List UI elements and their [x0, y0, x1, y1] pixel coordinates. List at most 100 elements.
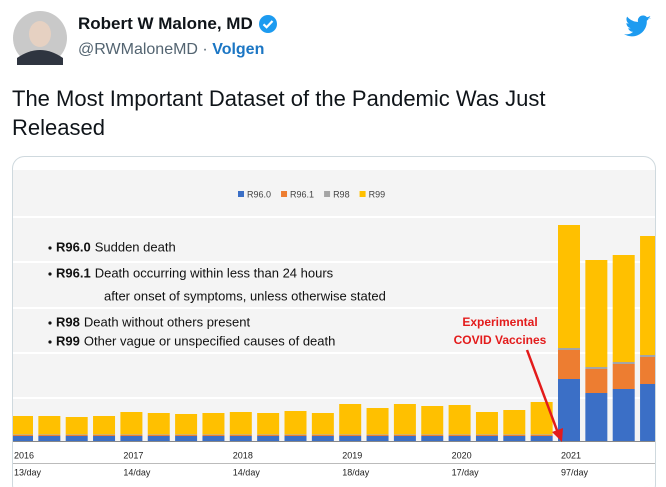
- bar-segment: [311, 413, 334, 435]
- bar-segment: [175, 436, 198, 441]
- rate-label: 18/day: [342, 467, 370, 477]
- definition-code: R96.1: [56, 265, 91, 280]
- bar-segment: [257, 436, 280, 441]
- rate-label: 14/day: [123, 467, 151, 477]
- bar-segment: [229, 412, 252, 435]
- bar-segment: [65, 417, 88, 435]
- bar-segment: [147, 436, 170, 441]
- bar-segment: [311, 436, 334, 441]
- bar-segment: [65, 436, 88, 441]
- bar-segment: [421, 436, 444, 441]
- bar-segment: [448, 435, 471, 436]
- bar-segment: [558, 350, 580, 379]
- handle[interactable]: @RWMaloneMD: [78, 41, 198, 58]
- bar-segment: [93, 436, 116, 441]
- definition-code: R99: [56, 333, 80, 348]
- bar-segment: [366, 408, 389, 435]
- bar-segment: [284, 434, 307, 435]
- bar-segment: [284, 411, 307, 435]
- definition-code: R98: [56, 314, 80, 329]
- definition-text: after onset of symptoms, unless otherwis…: [104, 288, 386, 303]
- bar-segment: [12, 435, 33, 436]
- bar-segment: [558, 225, 580, 348]
- bar-segment: [147, 435, 170, 436]
- bar-segment: [558, 348, 580, 350]
- bar-segment: [120, 434, 143, 435]
- twitter-logo[interactable]: [624, 15, 651, 37]
- bullet: [48, 340, 52, 344]
- definition-text: Death occurring within less than 24 hour…: [95, 265, 334, 280]
- annotation: COVID Vaccines: [454, 333, 547, 347]
- bar-segment: [12, 434, 33, 435]
- bar-segment: [393, 404, 416, 435]
- bar-segment: [120, 435, 143, 436]
- bar-segment: [393, 436, 416, 441]
- bar-segment: [229, 436, 252, 441]
- bar-segment: [65, 434, 88, 435]
- legend-label: R96.1: [290, 189, 314, 199]
- bar-segment: [311, 434, 334, 435]
- legend-swatch: [359, 191, 366, 197]
- bar-segment: [175, 435, 198, 436]
- bar-segment: [421, 435, 444, 436]
- bar-segment: [202, 436, 225, 441]
- bar-segment: [229, 435, 252, 436]
- x-tick-label: 2021: [561, 450, 581, 460]
- bar-segment: [503, 436, 526, 441]
- legend-label: R98: [333, 189, 350, 199]
- bar-segment: [120, 412, 143, 435]
- bar-segment: [640, 384, 655, 441]
- rate-label: 14/day: [233, 467, 261, 477]
- bar-segment: [475, 436, 498, 441]
- avatar-body: [17, 50, 63, 65]
- bar-segment: [366, 436, 389, 441]
- bar-segment: [38, 435, 61, 436]
- bar-segment: [475, 434, 498, 435]
- rate-label: 97/day: [561, 467, 589, 477]
- annotation-arrowhead: [552, 428, 563, 442]
- bar-segment: [448, 405, 471, 435]
- bar-segment: [202, 435, 225, 436]
- bar-segment: [612, 362, 635, 364]
- follow-button[interactable]: Volgen: [212, 41, 265, 58]
- separator: ·: [202, 41, 208, 58]
- bar-segment: [93, 435, 116, 436]
- definition-text: Death without others present: [84, 314, 251, 329]
- bar-segment: [202, 413, 225, 435]
- bar-segment: [229, 434, 252, 435]
- bar-segment: [612, 255, 635, 362]
- media-border: [12, 156, 656, 487]
- bar-segment: [612, 364, 635, 389]
- legend-swatch: [281, 191, 288, 197]
- bar-segment: [147, 413, 170, 435]
- bar-segment: [421, 434, 444, 435]
- bar-segment: [530, 435, 553, 436]
- bar-segment: [475, 435, 498, 436]
- bar-segment: [393, 435, 416, 436]
- bar-segment: [257, 413, 280, 435]
- avatar-face: [29, 21, 51, 47]
- bar-segment: [585, 369, 608, 393]
- x-tick-label: 2018: [233, 450, 253, 460]
- bar-segment: [339, 435, 362, 436]
- legend-swatch: [238, 191, 244, 197]
- bar-segment: [257, 435, 280, 436]
- author-name[interactable]: Robert W Malone, MD: [78, 14, 253, 33]
- bar-segment: [12, 436, 33, 441]
- bar-segment: [585, 393, 608, 441]
- bar-segment: [585, 260, 608, 367]
- bar-segment: [284, 436, 307, 441]
- bar-segment: [530, 402, 553, 435]
- x-tick-label: 2020: [452, 450, 472, 460]
- bar-segment: [38, 416, 61, 435]
- rate-label: 17/day: [452, 467, 480, 477]
- bar-segment: [558, 379, 580, 441]
- bar-segment: [530, 434, 553, 435]
- definition-text: Other vague or unspecified causes of dea…: [84, 333, 336, 348]
- definition-text: Sudden death: [95, 239, 176, 254]
- label-band: [13, 442, 655, 487]
- bar-segment: [311, 435, 334, 436]
- author-row: Robert W Malone, MD: [78, 13, 279, 35]
- legend-label: R99: [369, 189, 386, 199]
